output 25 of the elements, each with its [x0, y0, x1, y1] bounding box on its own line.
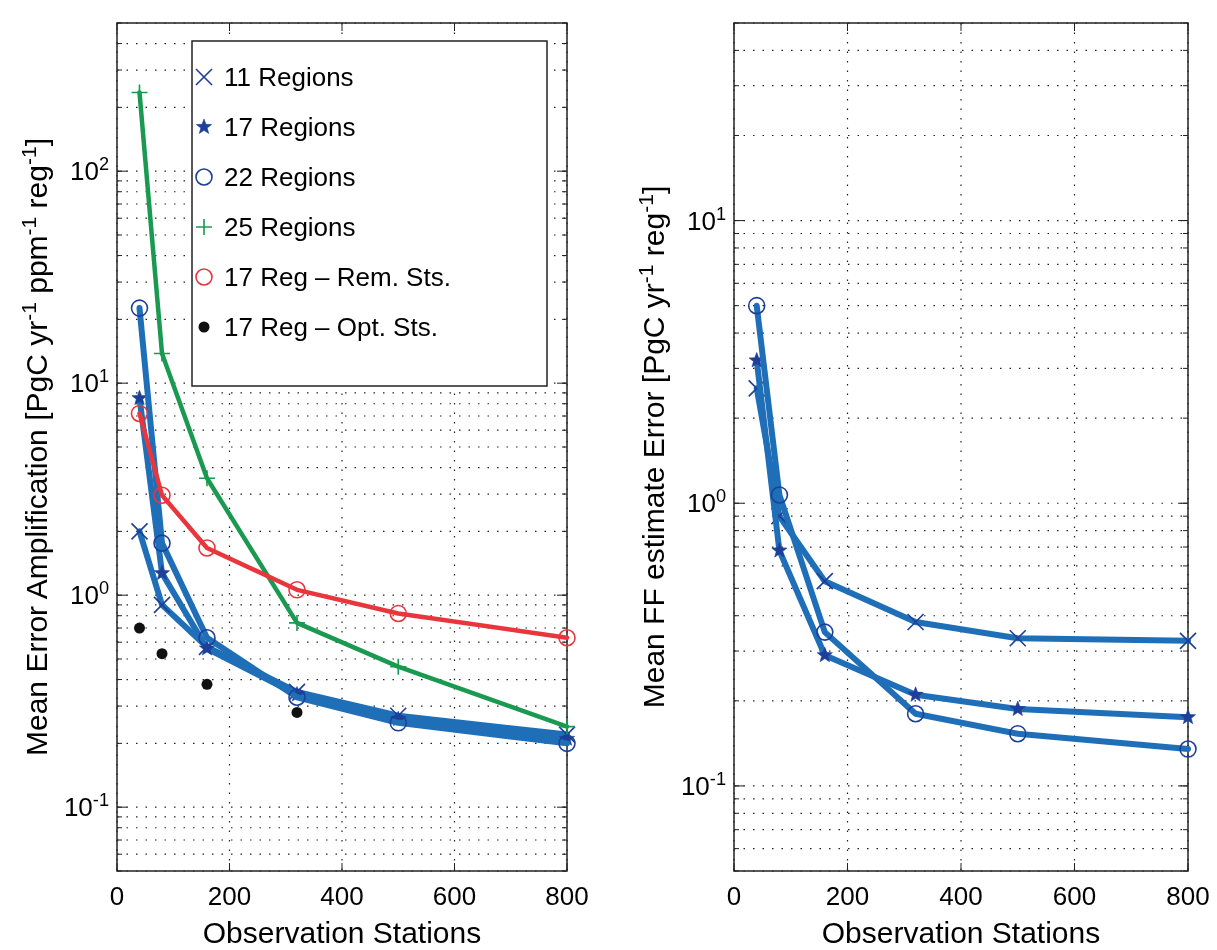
- x-tick-label: 200: [207, 881, 252, 911]
- x-tick-label: 400: [320, 881, 364, 911]
- legend-label: 17 Reg – Rem. Sts.: [224, 262, 451, 292]
- legend-label: 25 Regions: [224, 212, 356, 242]
- legend-label: 17 Regions: [224, 112, 356, 142]
- x-tick-label: 600: [432, 881, 477, 911]
- y-tick-label: 10$^{1}$: [69, 366, 109, 399]
- x-tick-label: 0: [726, 881, 742, 911]
- y-tick-label: 10$^{-1}$: [63, 790, 109, 823]
- y-tick-label: 10$^{-1}$: [680, 768, 726, 801]
- legend-label: 22 Regions: [224, 162, 356, 192]
- x-axis-title: Observation Stations: [821, 916, 1101, 949]
- y-tick-label: 10$^{0}$: [69, 578, 109, 611]
- legend-label: 17 Reg – Opt. Sts.: [224, 312, 438, 342]
- x-tick-label: 600: [1052, 881, 1097, 911]
- x-tick-label: 400: [939, 881, 983, 911]
- legend-label: 11 Regions: [224, 62, 354, 92]
- x-axis-title: Observation Stations: [202, 916, 482, 949]
- y-tick-label: 10$^{1}$: [686, 203, 726, 236]
- x-tick-label: 800: [545, 881, 589, 911]
- y-tick-label: 10$^{0}$: [686, 486, 726, 519]
- y-tick-label: 10$^{2}$: [69, 154, 109, 187]
- x-tick-label: 200: [825, 881, 870, 911]
- x-tick-label: 800: [1166, 881, 1210, 911]
- x-tick-label: 0: [109, 881, 125, 911]
